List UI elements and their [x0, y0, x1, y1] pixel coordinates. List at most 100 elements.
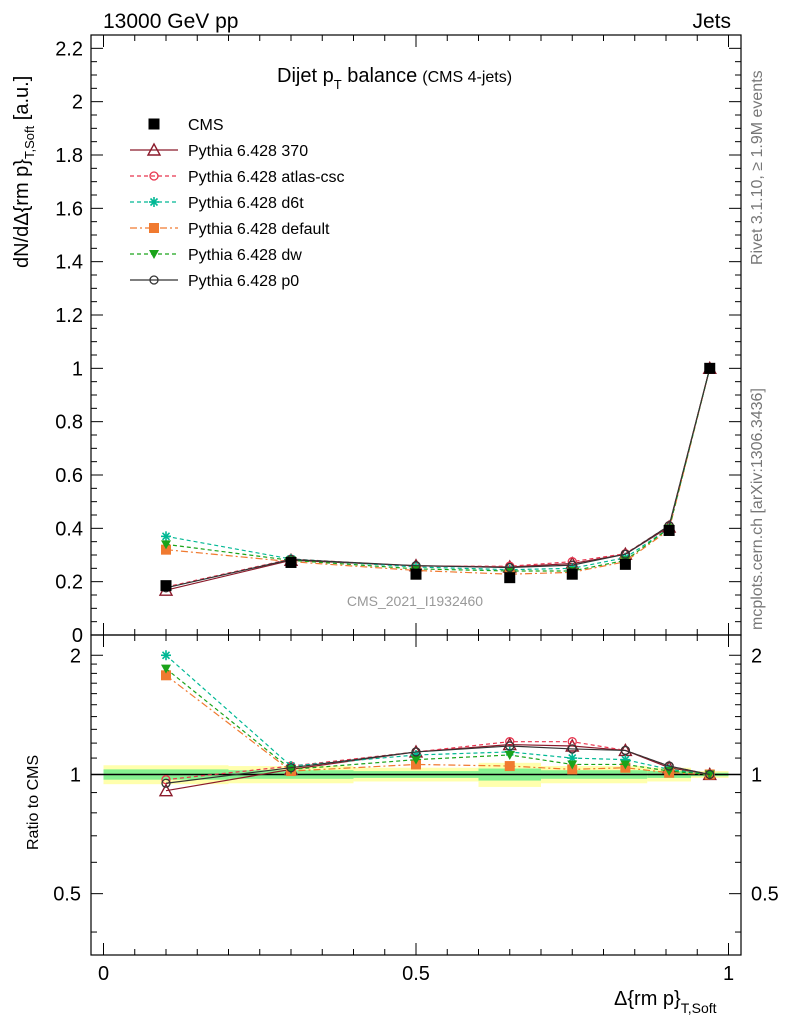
data-point — [620, 549, 631, 559]
ratio-point — [620, 760, 631, 770]
main-x-ticks — [103, 35, 729, 635]
energy-label: 13000 GeV pp — [103, 10, 238, 33]
legend-entry: Pythia 6.428 d6t — [130, 195, 304, 212]
x-axis-label: Δ{rm p}T,Soft — [614, 988, 717, 1016]
ratio-frame — [90, 634, 742, 956]
y-tick-label: 0.4 — [55, 518, 83, 540]
legend-marker — [149, 223, 159, 233]
star-stroke — [161, 532, 171, 541]
series-cms — [160, 362, 716, 592]
ratio-point — [411, 755, 421, 765]
legend-label: CMS — [188, 117, 224, 134]
ratio-point — [161, 775, 171, 785]
ratio-line — [165, 668, 710, 776]
ratio-line — [165, 743, 710, 792]
ratio-point — [664, 761, 674, 771]
x-tick-label: 1 — [723, 963, 734, 985]
data-point — [619, 558, 631, 570]
ratio-y-tick-label: 0.5 — [53, 884, 81, 906]
ratio-point — [567, 737, 577, 747]
ratio-series-pythia-6-428-dw — [161, 664, 715, 780]
series-line — [165, 368, 711, 591]
main-panel: 0 0.2 0.4 0.6 0.8 1 1.2 1.4 1.6 1.8 2 2.2 Dijet pT … — [55, 34, 742, 647]
y-tick-label: 0.6 — [55, 465, 83, 487]
y-tick-label: 0.2 — [55, 572, 83, 594]
ratio-point — [704, 770, 715, 780]
y-tick-label: 0.8 — [55, 412, 83, 434]
ratio-x-axis: 0 0.5 1 — [98, 635, 734, 985]
ratio-point — [705, 769, 715, 780]
data-point — [504, 572, 516, 584]
ratio-point — [411, 747, 421, 757]
ratio-point — [567, 760, 578, 770]
ratio-series-pythia-6-428-p0 — [161, 741, 715, 788]
legend-label: Pythia 6.428 dw — [188, 247, 302, 264]
legend: CMS Pythia 6.428 370 Pythia 6.428 atlas-cs… — [130, 117, 345, 290]
legend-marker — [149, 197, 159, 207]
y-tick-label: 1.6 — [55, 198, 83, 220]
chart-title: Dijet pT balance (CMS 4-jets) — [277, 65, 512, 92]
ratio-series — [158, 650, 717, 797]
ratio-y-tick-label-right: 0.5 — [751, 884, 779, 906]
ratio-point — [161, 650, 171, 661]
y-tick-label: 1 — [72, 358, 83, 380]
data-point — [161, 544, 171, 555]
ratio-point — [620, 745, 631, 756]
ratio-line — [165, 674, 710, 776]
ratio-y-axis: 0.5 0.5 1 1 2 2 — [53, 645, 779, 933]
mcplots-label: mcplots.cern.ch [arXiv:1306.3436] — [749, 388, 766, 630]
rivet-label: Rivet 3.1.10, ≥ 1.9M events — [749, 70, 766, 265]
series-line — [165, 368, 711, 572]
ratio-y-tick-label: 2 — [70, 645, 81, 667]
legend-label: Pythia 6.428 atlas-csc — [188, 169, 345, 186]
ratio-point — [504, 750, 515, 760]
legend-label: Pythia 6.428 370 — [188, 143, 308, 160]
ratio-point — [505, 741, 515, 751]
ratio-panel: 0.5 0.51 12 2 0 0.5 1 — [53, 634, 779, 985]
y-axis-label: dN/dΔ{rm p}T,Soft [a.u.] — [11, 76, 37, 268]
ratio-series-pythia-6-428-default — [161, 670, 715, 780]
ratio-line — [165, 654, 710, 776]
ratio-series-pythia-6-428-d6t — [161, 650, 715, 780]
ratio-point — [161, 664, 171, 674]
star-stroke — [568, 754, 577, 763]
legend-entry: Pythia 6.428 dw — [130, 247, 302, 264]
data-point — [704, 362, 716, 374]
ratio-line — [165, 745, 710, 784]
data-point — [663, 524, 675, 536]
series-pythia-6-428-370 — [158, 360, 717, 596]
legend-label: Pythia 6.428 p0 — [188, 273, 299, 290]
star-stroke — [161, 651, 171, 660]
data-point — [285, 556, 297, 568]
legend-marker — [149, 250, 159, 259]
legend-marker — [149, 275, 159, 285]
legend-entry: Pythia 6.428 atlas-csc — [130, 169, 345, 186]
ratio-point — [567, 744, 577, 754]
data-point — [161, 531, 171, 542]
data-point — [161, 540, 171, 550]
ratio-point — [504, 761, 515, 772]
legend-marker — [148, 118, 160, 130]
data-point — [160, 580, 172, 592]
series-line — [165, 368, 711, 571]
star-stroke — [149, 197, 159, 207]
legend-entry: CMS — [148, 117, 224, 134]
legend-entry: Pythia 6.428 default — [130, 221, 330, 238]
ratio-y-tick-label: 1 — [70, 764, 81, 786]
data-point — [505, 562, 515, 573]
ratio-point — [161, 670, 171, 681]
legend-entry: Pythia 6.428 p0 — [130, 273, 299, 290]
series-pythia-6-428-d6t — [161, 363, 715, 575]
legend-label: Pythia 6.428 d6t — [188, 195, 304, 212]
ratio-y-tick-label-right: 1 — [751, 764, 762, 786]
ratio-point — [161, 778, 171, 788]
series-pythia-6-428-default — [161, 363, 715, 580]
data-point — [410, 568, 422, 580]
series-line — [165, 368, 711, 589]
ratio-point — [158, 783, 174, 797]
legend-marker — [146, 142, 162, 156]
x-tick-label: 0.5 — [402, 963, 430, 985]
ratio-point — [286, 763, 296, 773]
legend-marker — [149, 171, 159, 181]
